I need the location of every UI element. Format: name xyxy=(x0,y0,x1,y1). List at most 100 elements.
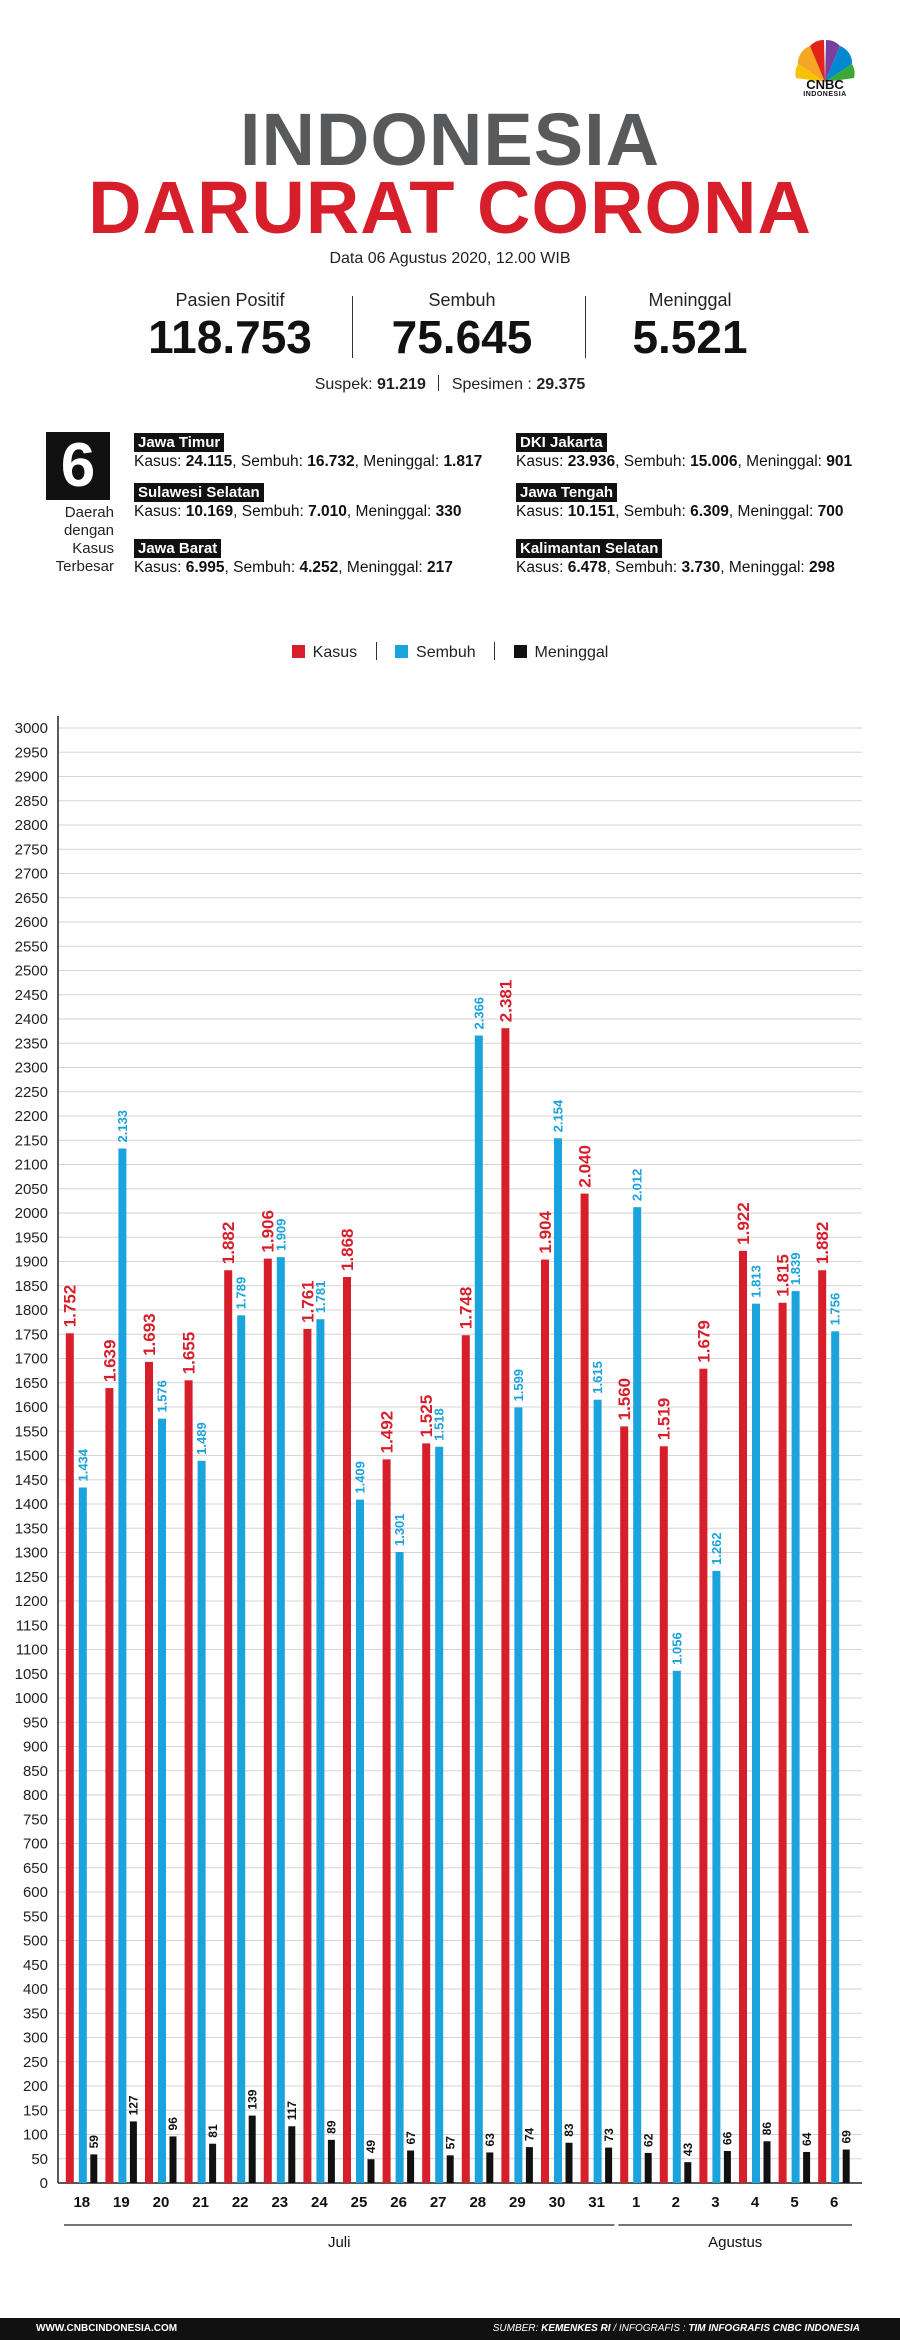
data-label-kasus: 1.922 xyxy=(734,1202,753,1245)
y-tick-label: 2850 xyxy=(15,793,48,810)
y-tick-label: 150 xyxy=(23,2102,48,2119)
bar-kasus xyxy=(818,1270,827,2183)
data-label-sembuh: 2.154 xyxy=(551,1099,566,1132)
data-date: Data 06 Agustus 2020, 12.00 WIB xyxy=(329,250,571,267)
bar-sembuh xyxy=(474,1035,483,2183)
bar-sembuh xyxy=(554,1138,562,2183)
bar-sembuh xyxy=(633,1207,642,2183)
data-label-meninggal: 69 xyxy=(839,2130,853,2144)
y-tick-label: 550 xyxy=(23,1908,48,1925)
bar-sembuh xyxy=(237,1315,246,2183)
y-tick-label: 500 xyxy=(23,1933,48,1950)
y-tick-label: 800 xyxy=(23,1787,48,1804)
x-tick-label: 27 xyxy=(430,2194,447,2211)
bar-sembuh xyxy=(276,1257,285,2183)
bar-sembuh xyxy=(118,1148,127,2183)
bar-kasus xyxy=(422,1443,431,2183)
y-tick-label: 650 xyxy=(23,1860,48,1877)
data-label-kasus: 1.693 xyxy=(140,1313,159,1356)
region-count-caption: Daerah dengan Kasus Terbesar xyxy=(30,504,114,576)
data-label-meninggal: 96 xyxy=(166,2117,180,2131)
data-label-sembuh: 1.839 xyxy=(788,1253,803,1286)
region-jawa-barat: Jawa Barat Kasus: 6.995, Sembuh: 4.252, … xyxy=(134,539,514,578)
region-stats: Kasus: 6.995, Sembuh: 4.252, Meninggal: … xyxy=(134,559,453,576)
y-tick-label: 2800 xyxy=(15,817,48,834)
y-tick-label: 1250 xyxy=(15,1569,48,1586)
bar-sembuh xyxy=(752,1303,760,2183)
data-label-sembuh: 1.409 xyxy=(353,1461,368,1494)
data-label-kasus: 1.815 xyxy=(774,1254,793,1297)
caption-line: Daerah xyxy=(64,504,114,521)
data-label-meninggal: 64 xyxy=(800,2132,814,2146)
data-label-kasus: 1.752 xyxy=(61,1285,80,1328)
data-label-sembuh: 2.133 xyxy=(115,1110,130,1143)
y-tick-label: 600 xyxy=(23,1884,48,1901)
data-label-sembuh: 1.756 xyxy=(828,1293,843,1326)
suspek-value: 91.219 xyxy=(376,376,426,393)
x-tick-label: 1 xyxy=(632,2194,640,2211)
data-label-kasus: 1.560 xyxy=(615,1378,634,1421)
data-label-kasus: 2.381 xyxy=(496,980,515,1023)
y-tick-label: 1200 xyxy=(15,1593,48,1610)
footer-site[interactable]: WWW.CNBCINDONESIA.COM xyxy=(36,2323,178,2334)
data-label-sembuh: 2.012 xyxy=(630,1169,645,1202)
region-stats: Kasus: 24.115, Sembuh: 16.732, Meninggal… xyxy=(134,453,483,470)
data-label-sembuh: 1.813 xyxy=(749,1265,764,1298)
region-name: Jawa Timur xyxy=(134,433,225,452)
bar-kasus xyxy=(501,1028,510,2183)
region-count: 6 xyxy=(46,432,110,500)
bar-sembuh xyxy=(395,1552,404,2183)
data-label-meninggal: 81 xyxy=(206,2124,220,2138)
region-stats: Kasus: 23.936, Sembuh: 15.006, Meninggal… xyxy=(516,453,853,470)
x-tick-label: 5 xyxy=(790,2194,798,2211)
x-tick-label: 22 xyxy=(232,2194,249,2211)
y-tick-label: 2300 xyxy=(15,1060,48,1077)
bar-sembuh xyxy=(712,1570,721,2183)
bar-meninggal xyxy=(248,2115,256,2183)
y-tick-label: 1850 xyxy=(15,1278,48,1295)
data-label-kasus: 1.906 xyxy=(259,1210,278,1253)
stat-meninggal: Meninggal 5.521 xyxy=(590,290,790,363)
y-tick-label: 2650 xyxy=(15,890,48,907)
bar-meninggal xyxy=(90,2154,98,2183)
bar-meninggal xyxy=(763,2141,771,2183)
data-label-kasus: 1.639 xyxy=(100,1340,119,1383)
divider xyxy=(494,642,496,660)
y-tick-label: 2400 xyxy=(15,1011,48,1028)
y-tick-label: 2450 xyxy=(15,987,48,1004)
y-tick-label: 2100 xyxy=(15,1157,48,1174)
legend-swatch xyxy=(395,645,409,658)
x-tick-label: 20 xyxy=(153,2194,170,2211)
bar-meninggal xyxy=(367,2159,375,2183)
x-tick-label: 23 xyxy=(271,2194,288,2211)
bar-meninggal xyxy=(803,2151,811,2183)
bar-meninggal xyxy=(684,2162,692,2183)
data-label-kasus: 1.868 xyxy=(338,1228,357,1271)
x-tick-label: 4 xyxy=(751,2194,760,2211)
bar-sembuh xyxy=(356,1499,364,2183)
brand-name: CNBC xyxy=(806,77,844,92)
y-tick-label: 2200 xyxy=(15,1108,48,1125)
region-jawa-tengah: Jawa Tengah Kasus: 10.151, Sembuh: 6.309… xyxy=(516,483,896,522)
y-tick-label: 900 xyxy=(23,1739,48,1756)
bar-meninggal xyxy=(129,2121,137,2183)
y-tick-label: 2150 xyxy=(15,1132,48,1149)
stat-label: Meninggal xyxy=(648,290,732,310)
y-tick-label: 400 xyxy=(23,1981,48,1998)
bar-kasus xyxy=(303,1328,312,2183)
bar-meninggal xyxy=(446,2155,454,2183)
y-tick-label: 450 xyxy=(23,1957,48,1974)
region-name: Jawa Tengah xyxy=(516,483,618,502)
x-tick-label: 25 xyxy=(351,2194,368,2211)
data-label-kasus: 1.679 xyxy=(694,1320,713,1363)
y-tick-label: 2050 xyxy=(15,1181,48,1198)
data-label-sembuh: 1.518 xyxy=(432,1408,447,1441)
data-label-kasus: 1.655 xyxy=(180,1332,199,1375)
y-tick-label: 1750 xyxy=(15,1326,48,1343)
y-tick-label: 2500 xyxy=(15,963,48,980)
title-line-1: INDONESIA xyxy=(239,98,661,181)
caption-line: Kasus xyxy=(72,540,114,557)
y-tick-label: 0 xyxy=(40,2175,48,2192)
x-tick-label: 21 xyxy=(192,2194,209,2211)
data-label-sembuh: 1.615 xyxy=(590,1361,605,1394)
